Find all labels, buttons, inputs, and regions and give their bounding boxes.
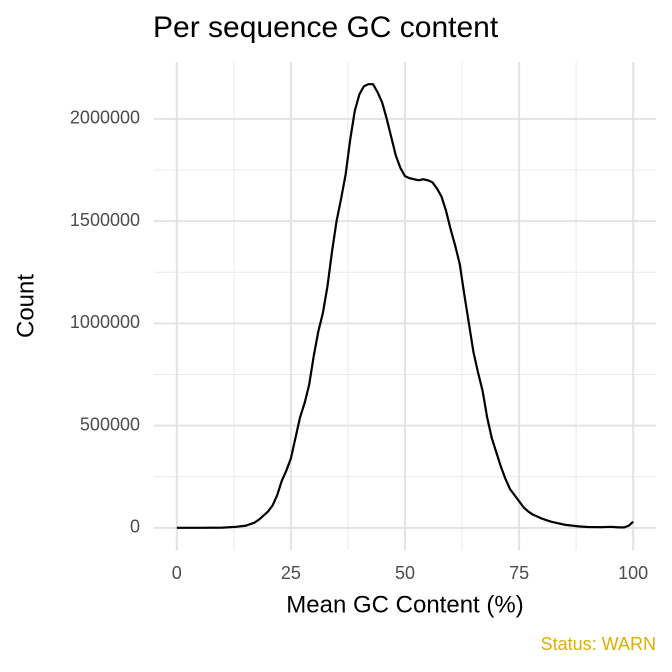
y-tick-label: 1500000: [70, 210, 140, 230]
data-line: [176, 83, 634, 529]
status-annotation: Status: WARN: [541, 634, 656, 654]
y-axis-label: Count: [12, 274, 39, 338]
chart-title: Per sequence GC content: [153, 11, 499, 44]
y-tick-label: 0: [130, 517, 140, 537]
y-tick-label: 500000: [80, 414, 140, 434]
x-axis-label: Mean GC Content (%): [286, 591, 523, 618]
x-tick-label: 100: [618, 563, 648, 583]
grid: [154, 62, 656, 550]
x-tick-label: 0: [172, 563, 182, 583]
x-tick-label: 25: [281, 563, 301, 583]
y-tick-label: 1000000: [70, 312, 140, 332]
x-tick-label: 75: [509, 563, 529, 583]
x-tick-label: 50: [395, 563, 415, 583]
y-tick-label: 2000000: [70, 108, 140, 128]
